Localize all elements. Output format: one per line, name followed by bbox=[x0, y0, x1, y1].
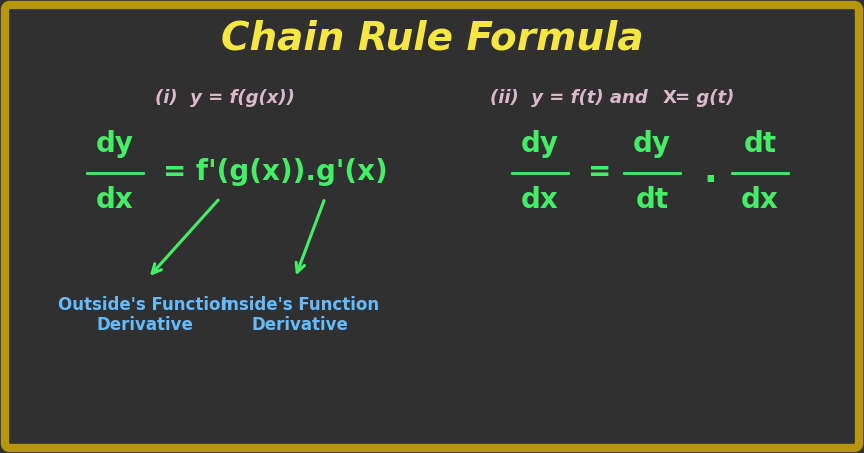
Text: = f'(g(x)).g'(x): = f'(g(x)).g'(x) bbox=[163, 158, 388, 186]
Text: Chain Rule Formula: Chain Rule Formula bbox=[220, 19, 644, 57]
Text: dx: dx bbox=[521, 186, 559, 214]
Text: dt: dt bbox=[635, 186, 669, 214]
Text: Inside's Function
Derivative: Inside's Function Derivative bbox=[221, 296, 379, 334]
Text: dy: dy bbox=[96, 130, 134, 158]
Text: =: = bbox=[588, 158, 612, 186]
Text: (ii)  y = f(t) and: (ii) y = f(t) and bbox=[490, 89, 660, 107]
Text: dy: dy bbox=[633, 130, 671, 158]
Text: dx: dx bbox=[96, 186, 134, 214]
Text: .: . bbox=[703, 155, 717, 189]
Text: dt: dt bbox=[743, 130, 777, 158]
Text: (i)  y = f(g(x)): (i) y = f(g(x)) bbox=[155, 89, 295, 107]
Text: Outside's Function
Derivative: Outside's Function Derivative bbox=[58, 296, 232, 334]
Text: X: X bbox=[663, 89, 677, 107]
Text: dy: dy bbox=[521, 130, 559, 158]
Text: dx: dx bbox=[741, 186, 778, 214]
Text: = g(t): = g(t) bbox=[675, 89, 734, 107]
